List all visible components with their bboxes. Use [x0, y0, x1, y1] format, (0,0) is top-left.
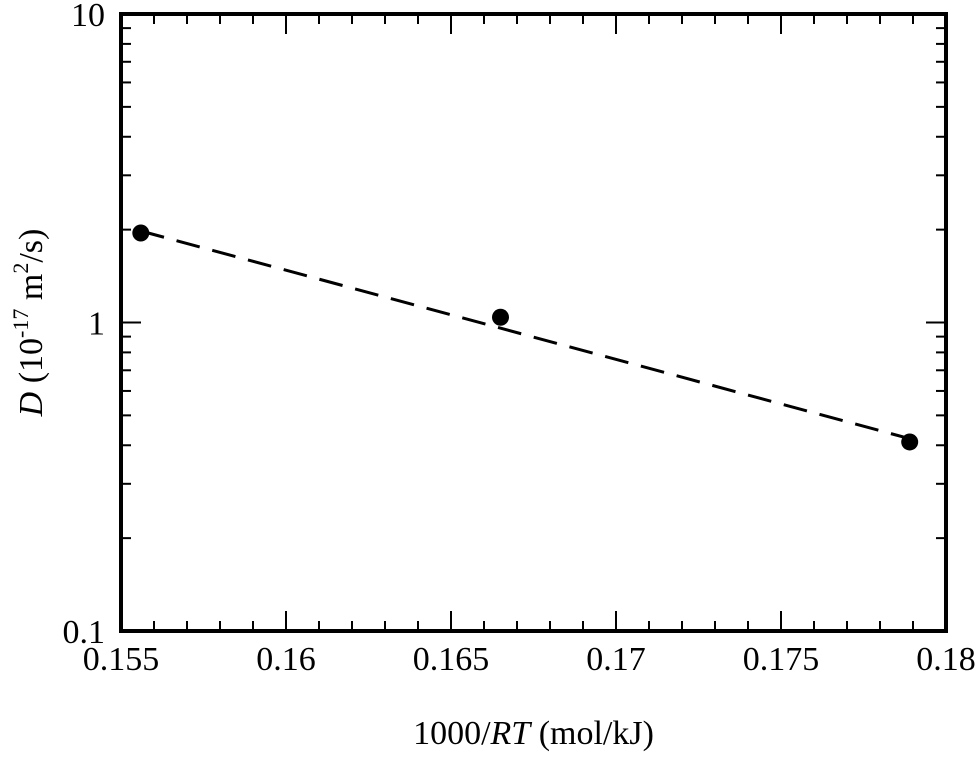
data-point — [492, 308, 509, 326]
y-tick-label: 1 — [88, 306, 105, 343]
plot-frame — [119, 12, 948, 633]
fit-line — [140, 229, 911, 441]
y-axis-title-exp2: 2 — [8, 263, 33, 274]
x-tick-label: 0.165 — [413, 641, 490, 678]
x-tick-label: 0.16 — [256, 641, 316, 678]
y-tick-label: 0.1 — [63, 614, 106, 651]
y-tick-labels: 0.1 1 10 — [63, 0, 106, 651]
x-axis-title: 1000/RT (mol/kJ) — [413, 715, 654, 752]
y-axis-title-mid: m — [13, 274, 50, 309]
x-tick-labels: 0.155 0.16 0.165 0.17 0.175 0.18 — [83, 641, 976, 678]
y-axis-title-open: (10 — [13, 338, 50, 392]
series-layer — [132, 224, 919, 451]
x-tick-label: 0.155 — [83, 641, 160, 678]
x-tick-label: 0.17 — [586, 641, 646, 678]
x-tick-label: 0.18 — [916, 641, 976, 678]
y-axis-title-italic: D — [13, 391, 50, 417]
minor-ticks — [121, 14, 946, 631]
major-ticks — [120, 13, 947, 632]
x-axis-title-prefix: 1000/ — [413, 715, 491, 752]
x-axis-title-italic: RT — [490, 715, 533, 752]
y-axis-title: D (10-17 m2/s) — [8, 229, 50, 418]
x-tick-label: 0.175 — [743, 641, 820, 678]
y-axis-title-close: /s) — [13, 229, 50, 263]
y-axis-title-exp: -17 — [8, 309, 33, 338]
data-point — [132, 224, 150, 242]
y-tick-label: 10 — [71, 0, 105, 34]
x-axis-title-suffix: (mol/kJ) — [530, 715, 654, 752]
